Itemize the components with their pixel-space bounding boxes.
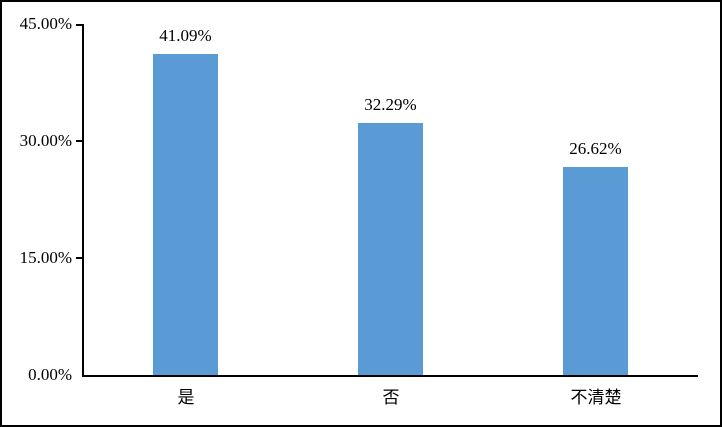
bar-value-label: 32.29% <box>364 95 417 114</box>
y-axis-tick-label: 15.00% <box>19 248 72 267</box>
bar-group-no: 32.29% <box>358 2 423 375</box>
y-axis-tick-label: 30.00% <box>19 131 72 150</box>
y-axis-tick-mark <box>76 24 82 26</box>
bar-yes <box>153 54 218 375</box>
bar-unclear <box>563 167 628 375</box>
bar-group-unclear: 26.62% <box>563 2 628 375</box>
y-axis-tick-mark <box>76 257 82 259</box>
y-axis-line <box>82 24 84 377</box>
bar-group-yes: 41.09% <box>153 2 218 375</box>
x-axis-category-label: 不清楚 <box>570 388 622 407</box>
y-axis-tick-label: 0.00% <box>28 365 72 384</box>
bar-value-label: 26.62% <box>569 139 622 158</box>
x-axis-line <box>82 375 698 377</box>
bar-value-label: 41.09% <box>159 26 212 45</box>
x-axis-category-label: 否 <box>382 388 400 407</box>
x-axis-category-label: 是 <box>177 388 195 407</box>
y-axis-tick-label: 45.00% <box>19 14 72 33</box>
bar-no <box>358 123 423 375</box>
y-axis-tick-mark <box>76 140 82 142</box>
